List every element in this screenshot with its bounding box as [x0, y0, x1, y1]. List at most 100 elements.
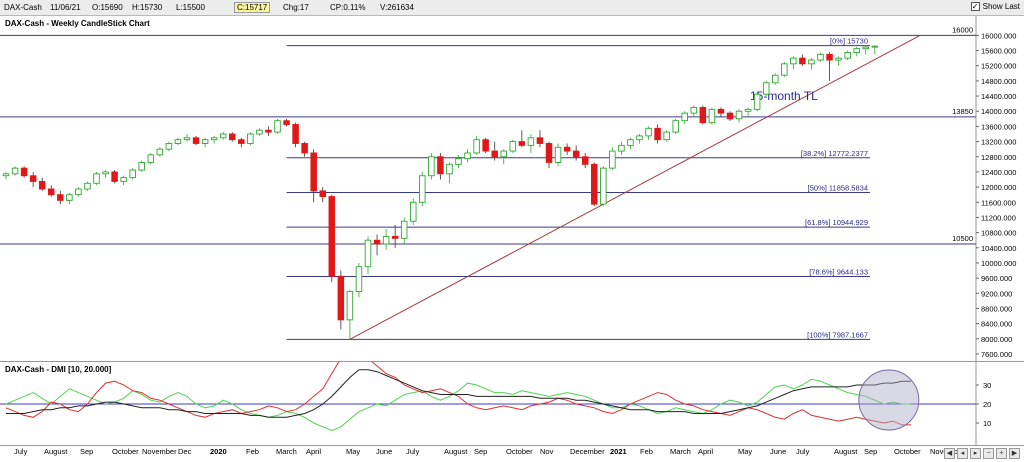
scroll-first-icon[interactable]: ◀ [944, 448, 955, 459]
candle-body [455, 158, 462, 165]
zoom-in-icon[interactable]: + [996, 448, 1007, 459]
candle [355, 262, 363, 298]
low-label: L:15500 [176, 3, 205, 12]
candle-body [699, 106, 707, 124]
candle-body [781, 63, 788, 76]
candle [346, 289, 354, 339]
candle-body [111, 171, 118, 182]
dmi-series-di_plus [5, 378, 911, 432]
candle [464, 149, 471, 163]
candle [410, 198, 417, 226]
candle-body [174, 139, 182, 144]
candlestick-chart-panel[interactable]: DAX-Cash - Weekly CandleStick Chart 7600… [0, 16, 1024, 362]
candle [690, 105, 698, 117]
candle [174, 137, 182, 146]
y-tick-label: 9200.000 [981, 289, 1012, 298]
candle [500, 149, 508, 165]
candle [183, 134, 191, 142]
y-tick-label: 14800.000 [981, 77, 1016, 86]
candle-body [192, 137, 200, 144]
y-tick-label: 14400.000 [981, 92, 1016, 101]
scroll-last-icon[interactable]: ▶ [1009, 448, 1020, 459]
y-tick-label: 7600.000 [981, 350, 1012, 359]
candlestick-chart[interactable]: 7600.000 8000.000 8400.000 8800.000 9200.000… [0, 16, 1024, 362]
fib-level-label: [50%] 11858.5834 [808, 183, 868, 192]
candle [319, 187, 327, 203]
candle [563, 143, 571, 155]
candle-body [654, 127, 661, 141]
open-label: O:15690 [92, 3, 123, 12]
x-axis-label: December [570, 447, 605, 456]
candle-body [66, 194, 73, 201]
candle [491, 141, 498, 161]
y-tick-label: 9600.000 [981, 274, 1012, 283]
candle [726, 111, 734, 121]
candle [337, 270, 345, 330]
candle-body [708, 108, 716, 124]
candle-body [48, 188, 55, 196]
candle-body [853, 48, 860, 53]
candle [536, 130, 544, 148]
x-axis-label: Sep [474, 447, 488, 456]
x-axis-label: October [112, 447, 139, 456]
dmi-chart[interactable]: 10 20 30 [0, 362, 1024, 446]
candle-body [735, 110, 743, 120]
show-last-label: Show Last [982, 2, 1020, 11]
dmi-indicator-panel[interactable]: DAX-Cash - DMI [10, 20.000] 10 20 30 [0, 362, 1024, 446]
candle [826, 52, 833, 81]
candle-body [147, 154, 155, 163]
candle [301, 141, 308, 157]
candle-body [93, 173, 100, 184]
candle-body [11, 167, 19, 175]
scroll-right-icon[interactable]: ▸ [970, 448, 981, 459]
candle-body [228, 133, 236, 141]
candle-body [618, 144, 625, 152]
candle [84, 181, 91, 191]
candle [11, 166, 19, 176]
y-tick-label: 10800.000 [981, 229, 1016, 238]
x-axis-label: August [444, 447, 468, 456]
x-axis-label: October [894, 447, 921, 456]
candle [138, 160, 145, 172]
horizontal-level-label: 16000 [952, 25, 973, 34]
candle-body [292, 124, 299, 144]
candle [790, 56, 797, 70]
candle-body [20, 167, 28, 177]
show-last-toggle[interactable]: ✓ Show Last [970, 2, 1020, 11]
candle-body [75, 188, 82, 196]
candle-body [491, 150, 498, 158]
candle [781, 61, 788, 78]
symbol-label: DAX-Cash [4, 3, 42, 12]
candle-body [663, 131, 670, 141]
candle-body [265, 129, 272, 133]
candle [645, 126, 652, 140]
scroll-left-icon[interactable]: ◂ [957, 448, 968, 459]
dmi-y-tick-label: 20 [983, 400, 991, 409]
fib-level-label: [100%] 7987.1667 [807, 330, 868, 339]
fib-level-label: [61.8%] 10944.929 [805, 218, 868, 227]
candle-body [57, 194, 64, 201]
show-last-checkbox[interactable]: ✓ [970, 2, 980, 11]
candle [75, 187, 82, 197]
candle-body [29, 175, 37, 182]
candle-body [355, 266, 363, 292]
y-tick-label: 10000.000 [981, 259, 1016, 268]
candle [681, 111, 689, 125]
candle [283, 118, 290, 127]
candle [428, 152, 435, 180]
candle [147, 152, 155, 165]
candle-body [844, 51, 851, 59]
candle-body [210, 137, 218, 141]
candle [382, 228, 390, 250]
candle-body [419, 175, 426, 203]
candle [247, 132, 254, 146]
candle-body [274, 120, 281, 133]
y-tick-label: 11600.000 [981, 198, 1016, 207]
candle [572, 145, 580, 161]
x-axis-label: May [346, 447, 361, 456]
candle-body [591, 163, 598, 205]
candle [636, 134, 643, 144]
candle [699, 105, 707, 125]
x-axis-label: October [506, 447, 533, 456]
zoom-out-icon[interactable]: − [983, 448, 994, 459]
